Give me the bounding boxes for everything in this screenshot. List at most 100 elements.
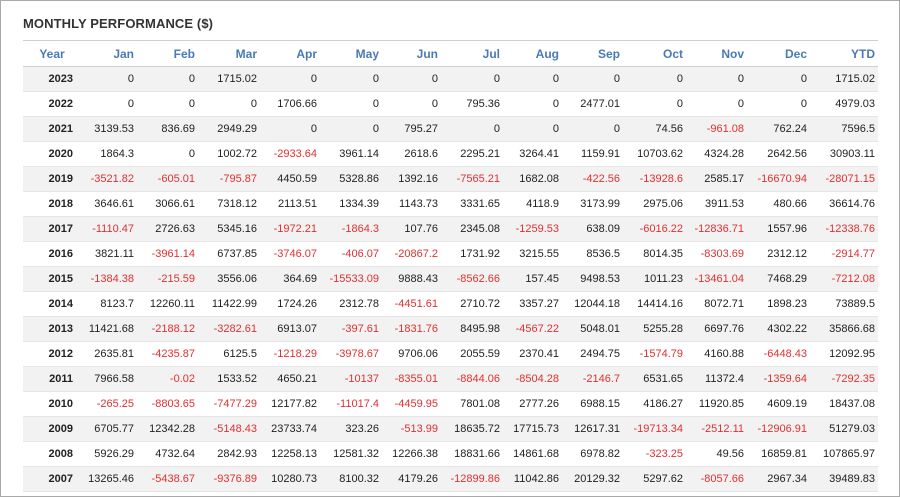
value-cell-aug: 3357.27: [503, 291, 562, 317]
value-cell-feb: -5438.67: [137, 466, 198, 492]
value-cell-may: 0: [320, 91, 382, 117]
value-cell-apr: 6913.07: [260, 316, 320, 342]
value-cell-oct: -1574.79: [623, 341, 686, 367]
value-cell-jun: -4459.95: [382, 391, 441, 417]
row-year-cell: 2012: [23, 341, 81, 367]
row-year-cell: 2007: [23, 466, 81, 492]
value-cell-mar: -5148.43: [198, 416, 260, 442]
value-cell-jun: 107.76: [382, 216, 441, 242]
value-cell-mar: -9376.89: [198, 466, 260, 492]
value-cell-feb: 0: [137, 91, 198, 117]
value-cell-oct: -6016.22: [623, 216, 686, 242]
column-header-jun: Jun: [382, 40, 441, 67]
value-cell-nov: 0: [686, 66, 747, 92]
value-cell-dec: 0: [747, 91, 810, 117]
table-row: 2013 11421.68 -2188.12 -3282.61 6913.07 -397.…: [23, 316, 878, 342]
value-cell-sep: 6988.15: [562, 391, 623, 417]
value-cell-feb: -215.59: [137, 266, 198, 292]
value-cell-mar: 1533.52: [198, 366, 260, 392]
value-cell-feb: -0.02: [137, 366, 198, 392]
value-cell-apr: -1972.21: [260, 216, 320, 242]
value-cell-jun: 795.27: [382, 116, 441, 142]
value-cell-aug: 3215.55: [503, 241, 562, 267]
value-cell-sep: 20129.32: [562, 466, 623, 492]
table-row: 2010 -265.25 -8803.65 -7477.29 12177.82 -1101…: [23, 391, 878, 417]
value-cell-jun: 0: [382, 91, 441, 117]
value-cell-dec: 4302.22: [747, 316, 810, 342]
value-cell-jan: 2635.81: [81, 341, 137, 367]
value-cell-ytd: 12092.95: [810, 341, 878, 367]
value-cell-mar: 6125.5: [198, 341, 260, 367]
value-cell-jun: 12266.38: [382, 441, 441, 467]
value-cell-may: 12581.32: [320, 441, 382, 467]
value-cell-ytd: -7212.08: [810, 266, 878, 292]
table-body: 2023 0 0 1715.02 0 0 0 0 0 0 0 0 0 1715.02 2022 0 0 0 1706…: [23, 66, 878, 492]
value-cell-may: 2312.78: [320, 291, 382, 317]
row-year-cell: 2018: [23, 191, 81, 217]
value-cell-nov: -2512.11: [686, 416, 747, 442]
value-cell-feb: -605.01: [137, 166, 198, 192]
value-cell-aug: 14861.68: [503, 441, 562, 467]
value-cell-jan: 3646.61: [81, 191, 137, 217]
value-cell-sep: -422.56: [562, 166, 623, 192]
value-cell-sep: 638.09: [562, 216, 623, 242]
value-cell-jan: 0: [81, 91, 137, 117]
value-cell-oct: 5297.62: [623, 466, 686, 492]
value-cell-aug: -4567.22: [503, 316, 562, 342]
value-cell-oct: -323.25: [623, 441, 686, 467]
value-cell-mar: -3282.61: [198, 316, 260, 342]
value-cell-sep: 1159.91: [562, 141, 623, 167]
column-header-jul: Jul: [441, 40, 503, 67]
value-cell-ytd: 1715.02: [810, 66, 878, 92]
value-cell-aug: 157.45: [503, 266, 562, 292]
value-cell-jan: 8123.7: [81, 291, 137, 317]
value-cell-may: 8100.32: [320, 466, 382, 492]
value-cell-ytd: -12338.76: [810, 216, 878, 242]
value-cell-nov: 4160.88: [686, 341, 747, 367]
value-cell-oct: 6531.65: [623, 366, 686, 392]
value-cell-jun: -513.99: [382, 416, 441, 442]
value-cell-oct: 2975.06: [623, 191, 686, 217]
value-cell-dec: 2312.12: [747, 241, 810, 267]
value-cell-may: -406.07: [320, 241, 382, 267]
value-cell-jan: -1384.38: [81, 266, 137, 292]
row-year-cell: 2008: [23, 441, 81, 467]
value-cell-jul: 795.36: [441, 91, 503, 117]
value-cell-ytd: 36614.76: [810, 191, 878, 217]
value-cell-dec: -6448.43: [747, 341, 810, 367]
value-cell-jan: 13265.46: [81, 466, 137, 492]
value-cell-may: -11017.4: [320, 391, 382, 417]
table-row: 2019 -3521.82 -605.01 -795.87 4450.59 5328.86…: [23, 166, 878, 192]
row-year-cell: 2011: [23, 366, 81, 392]
value-cell-oct: 0: [623, 66, 686, 92]
value-cell-jul: 18831.66: [441, 441, 503, 467]
column-header-nov: Nov: [686, 40, 747, 67]
value-cell-mar: -7477.29: [198, 391, 260, 417]
value-cell-may: -10137: [320, 366, 382, 392]
value-cell-feb: -8803.65: [137, 391, 198, 417]
value-cell-feb: -2188.12: [137, 316, 198, 342]
value-cell-nov: -8057.66: [686, 466, 747, 492]
value-cell-sep: 5048.01: [562, 316, 623, 342]
value-cell-sep: 0: [562, 116, 623, 142]
value-cell-nov: -8303.69: [686, 241, 747, 267]
value-cell-may: 3961.14: [320, 141, 382, 167]
value-cell-nov: 3911.53: [686, 191, 747, 217]
value-cell-feb: 2726.63: [137, 216, 198, 242]
value-cell-may: 0: [320, 66, 382, 92]
value-cell-oct: 14414.16: [623, 291, 686, 317]
value-cell-jul: 3331.65: [441, 191, 503, 217]
value-cell-dec: 7468.29: [747, 266, 810, 292]
value-cell-jan: 3139.53: [81, 116, 137, 142]
table-row: 2012 2635.81 -4235.87 6125.5 -1218.29 -3978.6…: [23, 341, 878, 367]
value-cell-dec: 4609.19: [747, 391, 810, 417]
value-cell-mar: 5345.16: [198, 216, 260, 242]
value-cell-apr: 23733.74: [260, 416, 320, 442]
value-cell-dec: 2967.34: [747, 466, 810, 492]
value-cell-aug: 11042.86: [503, 466, 562, 492]
column-header-dec: Dec: [747, 40, 810, 67]
value-cell-jul: 1731.92: [441, 241, 503, 267]
value-cell-dec: 0: [747, 66, 810, 92]
value-cell-feb: 0: [137, 66, 198, 92]
column-header-apr: Apr: [260, 40, 320, 67]
